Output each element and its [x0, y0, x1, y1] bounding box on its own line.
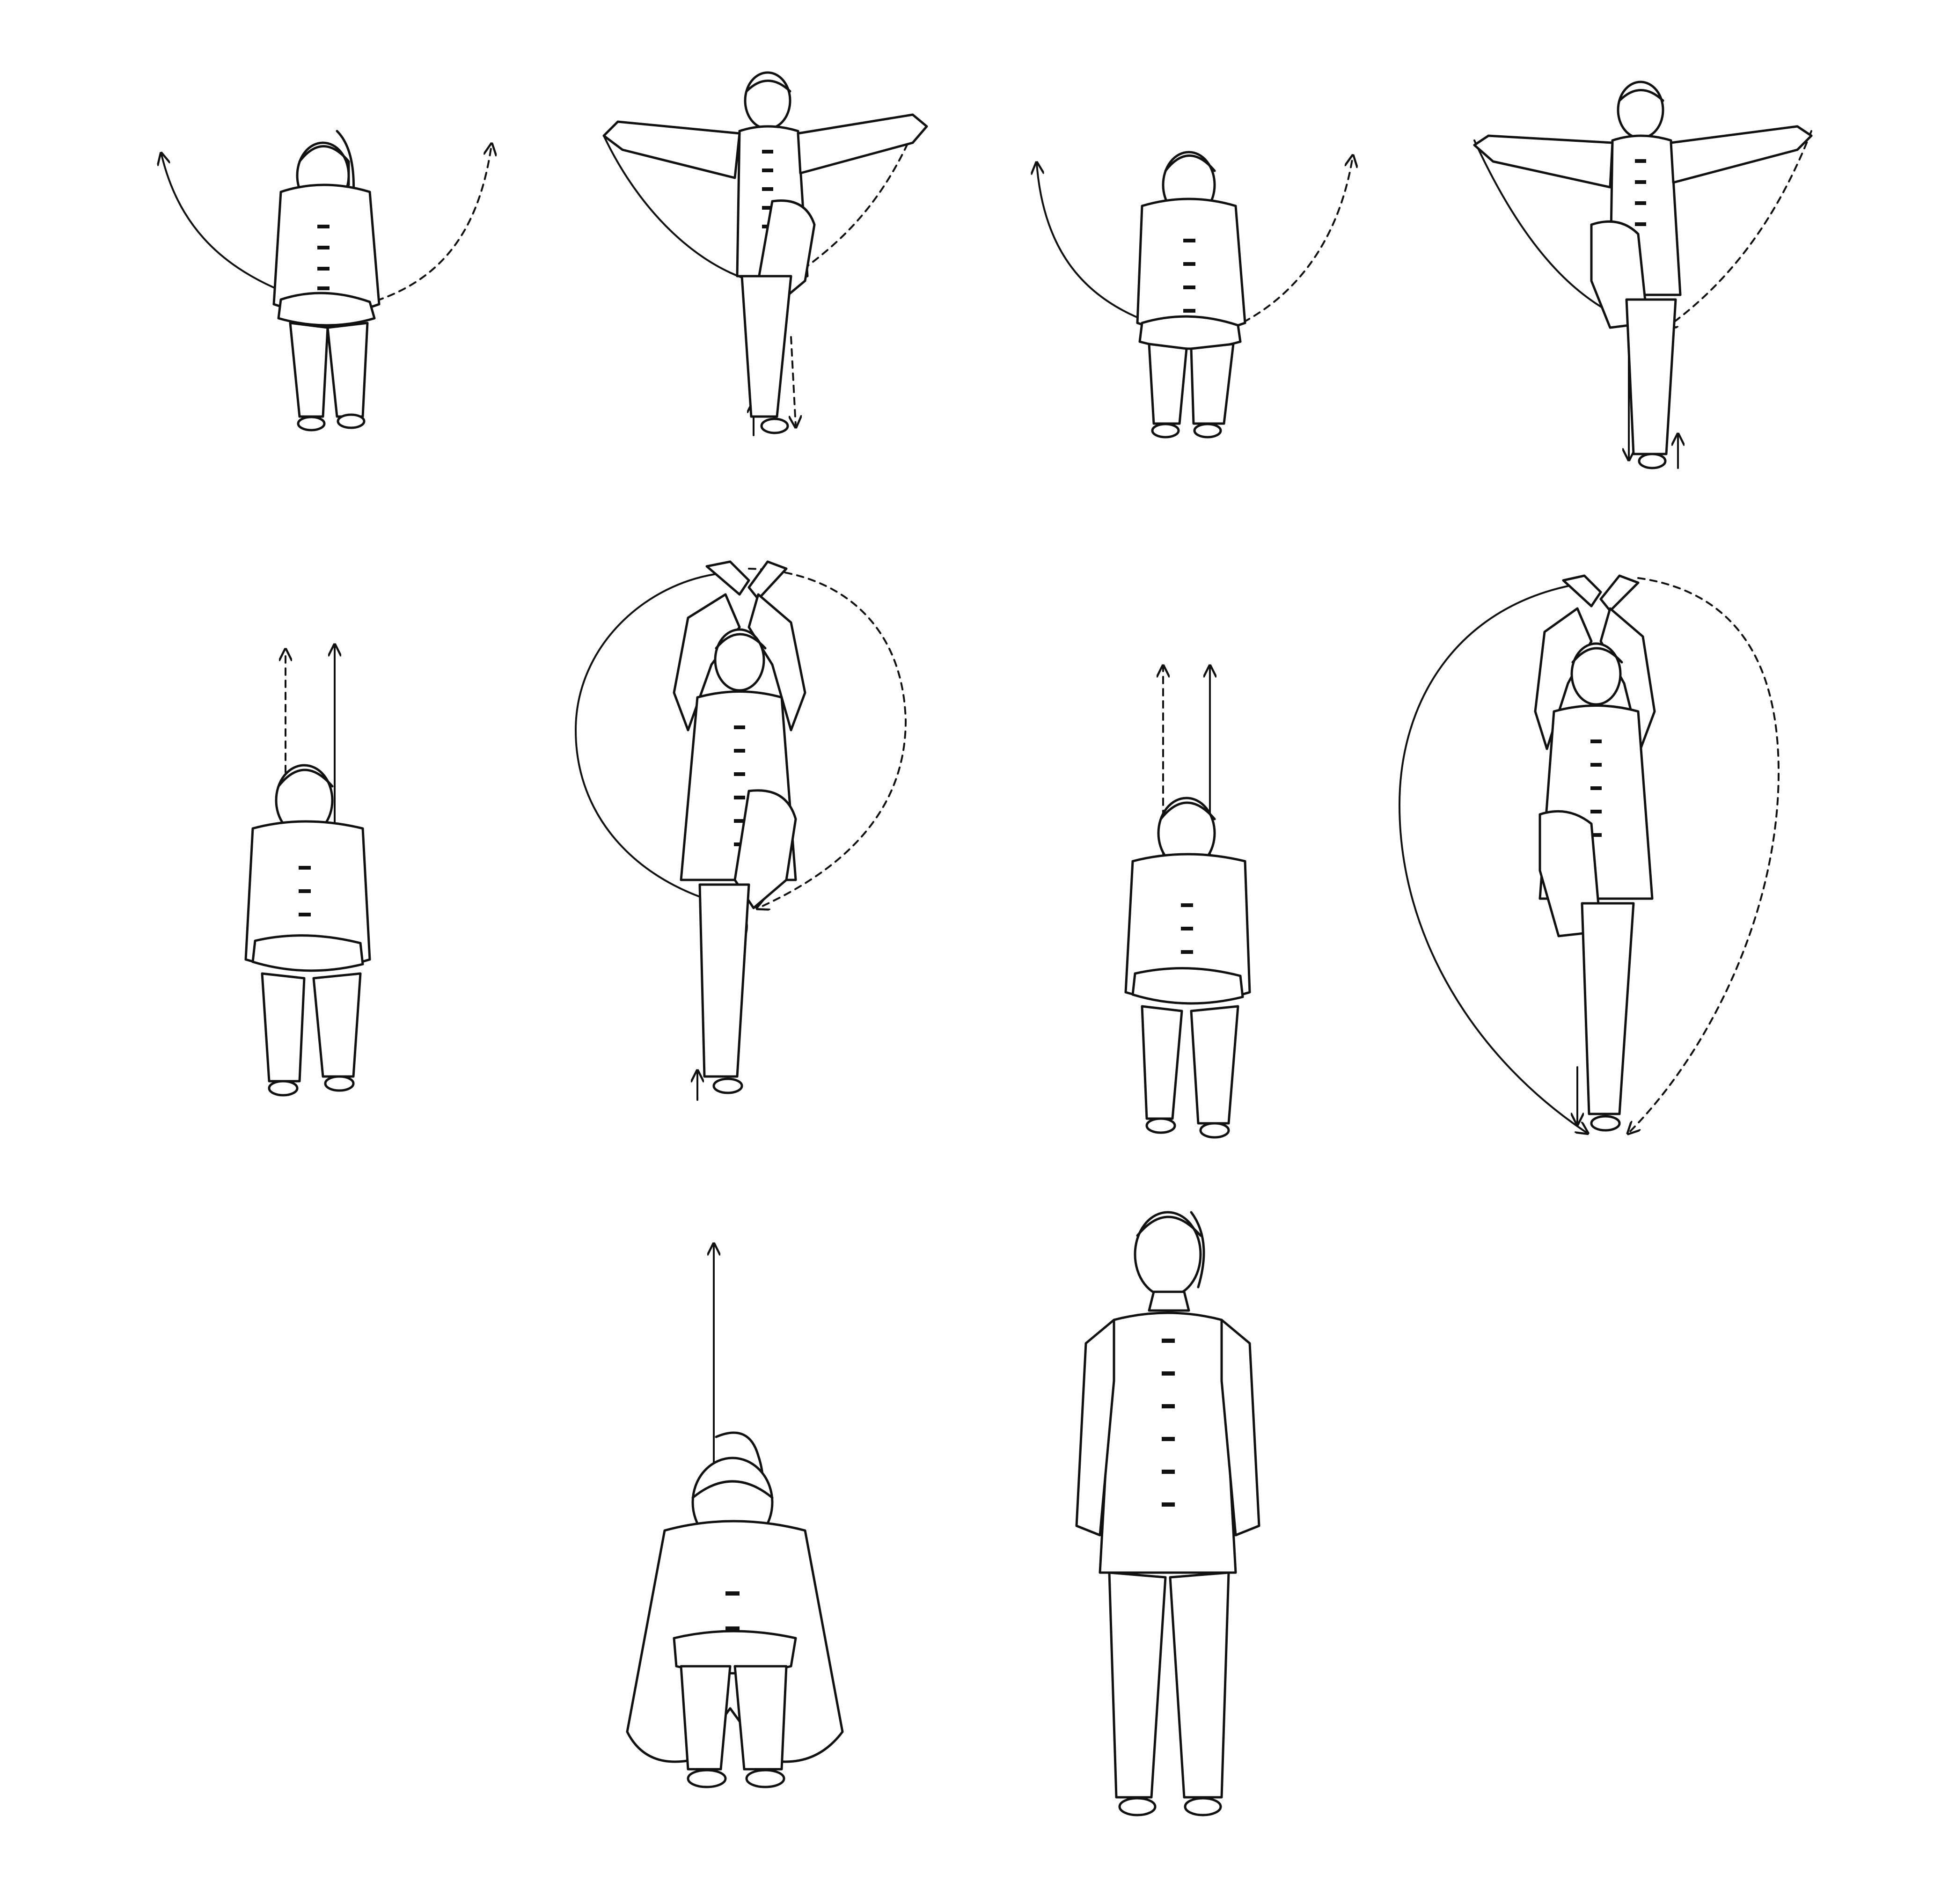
figure-single-leg-stand [602, 71, 928, 434]
figure-squat [272, 130, 381, 432]
motion-arc-dashed [1221, 157, 1353, 333]
panel-step-1 [161, 130, 491, 432]
panel-step-9 [626, 1245, 844, 1788]
figure-single-leg-stand-overhead [673, 560, 806, 1094]
panel-step-10 [1075, 1211, 1260, 1816]
motion-circle-solid [574, 572, 740, 908]
panel-step-2 [602, 71, 928, 436]
figure-squat [244, 764, 371, 1097]
motion-line-dashed [791, 336, 796, 426]
figure-single-leg-stand-overhead [1534, 574, 1656, 1132]
panel-step-8 [1398, 574, 1780, 1133]
panel-step-7 [1124, 667, 1251, 1139]
figure-squat [1124, 797, 1251, 1139]
figure-single-leg-stand [1473, 81, 1813, 469]
motion-arc-solid [1037, 164, 1152, 324]
panel-step-5 [244, 646, 371, 1097]
figure-squat [1136, 151, 1246, 439]
motion-arc-dashed [1666, 130, 1812, 328]
panel-step-6 [574, 560, 907, 1101]
figure-standing [1075, 1211, 1260, 1816]
motion-arc-dashed [364, 145, 491, 305]
motion-loop-dashed [1629, 577, 1780, 1133]
panel-step-4 [1473, 81, 1813, 469]
figure-deep-squat [626, 1431, 844, 1788]
motion-loop-solid [1398, 584, 1587, 1133]
panel-step-3 [1037, 151, 1353, 439]
motion-circle-dashed [748, 568, 907, 908]
